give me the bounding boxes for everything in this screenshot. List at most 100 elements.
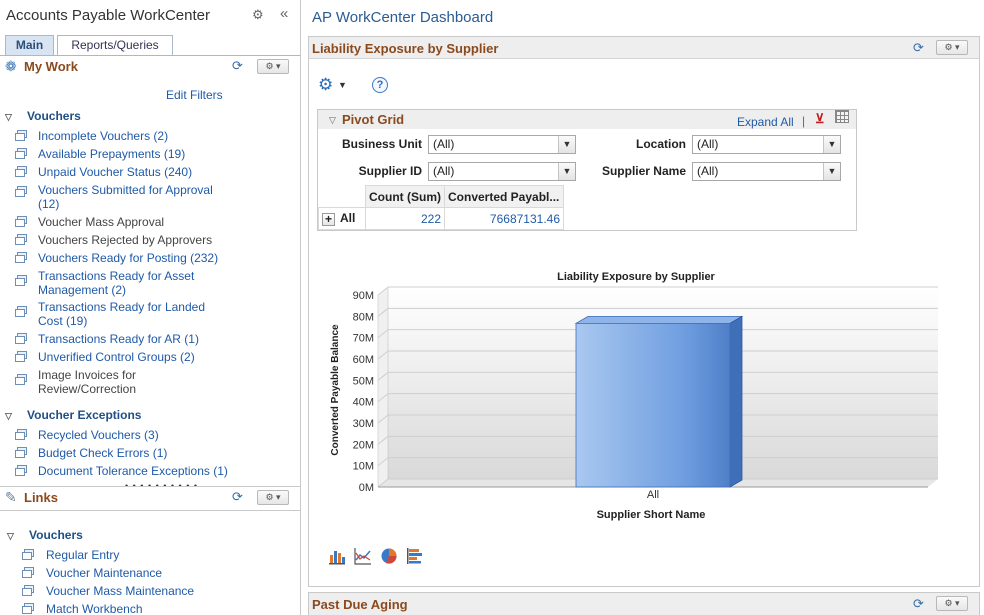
pagelet-divider xyxy=(0,486,300,487)
panel-header: Past Due Aging ⟳ ⚙ ▾ xyxy=(309,593,979,615)
links-title: Links xyxy=(24,490,58,505)
list-item[interactable]: Voucher Mass Maintenance xyxy=(46,584,195,598)
group-vouchers[interactable]: ▽ Vouchers xyxy=(5,109,81,123)
chevron-down-icon: ▼ xyxy=(558,163,575,180)
list-item[interactable]: Vouchers Submitted for Approval (12) xyxy=(38,183,213,211)
worklist-icon xyxy=(15,465,27,476)
dashboard-title: AP WorkCenter Dashboard xyxy=(312,9,494,26)
expand-all-link[interactable]: Expand All xyxy=(737,115,794,129)
list-item[interactable]: Incomplete Vouchers (2) xyxy=(38,129,169,143)
tab-underline xyxy=(0,55,300,56)
refresh-icon[interactable]: ⟳ xyxy=(232,58,243,73)
refresh-icon[interactable]: ⟳ xyxy=(913,596,924,611)
my-work-title: My Work xyxy=(24,59,78,74)
tab-main[interactable]: Main xyxy=(5,35,54,55)
list-item[interactable]: Document Tolerance Exceptions (1) xyxy=(38,464,228,478)
worklist-icon xyxy=(15,275,27,286)
list-item[interactable]: Transactions Ready for Asset Management … xyxy=(38,269,195,297)
list-item[interactable]: Unverified Control Groups (2) xyxy=(38,350,195,364)
chevron-down-icon[interactable]: ▼ xyxy=(338,80,347,90)
list-item[interactable]: Regular Entry xyxy=(46,548,120,562)
edit-filters-link[interactable]: Edit Filters xyxy=(166,88,223,102)
refresh-icon[interactable]: ⟳ xyxy=(913,40,924,55)
list-item[interactable]: Image Invoices for Review/Correction xyxy=(38,368,137,396)
list-item[interactable]: Vouchers Ready for Posting (232) xyxy=(38,251,219,265)
list-item[interactable]: Available Prepayments (19) xyxy=(38,147,186,161)
count-cell[interactable]: 222 xyxy=(365,207,445,230)
group-voucher-exceptions[interactable]: ▽ Voucher Exceptions xyxy=(5,408,142,422)
panel-header: Liability Exposure by Supplier ⟳ ⚙ ▾ xyxy=(309,37,979,59)
list-item[interactable]: Unpaid Voucher Status (240) xyxy=(38,165,193,179)
triangle-down-icon[interactable]: ▽ xyxy=(329,115,336,125)
chevron-down-icon: ▼ xyxy=(558,136,575,153)
worklist-icon xyxy=(15,351,27,362)
supplier-id-label: Supplier ID xyxy=(358,164,422,178)
pivot-header: ▽ Pivot Grid xyxy=(318,110,856,129)
refresh-icon[interactable]: ⟳ xyxy=(232,489,243,504)
pagelet-options-button[interactable]: ⚙ ▾ xyxy=(936,40,968,55)
list-item[interactable]: Transactions Ready for AR (1) xyxy=(38,332,199,346)
worklist-icon xyxy=(15,148,27,159)
supplier-id-select[interactable]: (All) ▼ xyxy=(428,162,576,181)
list-item[interactable]: Budget Check Errors (1) xyxy=(38,446,168,460)
supplier-name-select[interactable]: (All) ▼ xyxy=(692,162,841,181)
panel-title: Liability Exposure by Supplier xyxy=(312,41,499,56)
list-item[interactable]: Recycled Vouchers (3) xyxy=(38,428,159,442)
list-item[interactable]: Match Workbench xyxy=(46,602,143,615)
list-item[interactable]: Voucher Mass Approval xyxy=(38,215,165,229)
pagelet-options-button[interactable]: ⚙ ▾ xyxy=(257,59,289,74)
pagelet-options-button[interactable]: ⚙ ▾ xyxy=(936,596,968,611)
panel-title: Past Due Aging xyxy=(312,597,408,612)
worklist-icon xyxy=(15,429,27,440)
pagelet-options-button[interactable]: ⚙ ▾ xyxy=(257,490,289,505)
pivot-table: Count (Sum) Converted Payabl... + All 222… xyxy=(318,185,564,230)
grid-view-icon[interactable] xyxy=(835,110,849,123)
worklist-icon xyxy=(15,130,27,141)
link-icon xyxy=(22,585,34,596)
worklist-icon xyxy=(15,374,27,385)
triangle-down-icon: ▽ xyxy=(5,112,12,122)
expand-plus-icon[interactable]: + xyxy=(322,212,335,226)
location-label: Location xyxy=(636,137,686,151)
location-select[interactable]: (All) ▼ xyxy=(692,135,841,154)
my-work-header: ❁ My Work ⟳ ⚙ ▾ xyxy=(0,57,300,77)
left-panel: Accounts Payable WorkCenter ⚙ « Main Rep… xyxy=(0,0,301,615)
link-icon xyxy=(22,603,34,614)
gear-icon[interactable]: ⚙ xyxy=(318,75,334,94)
line-chart-icon[interactable] xyxy=(354,547,372,565)
clear-filter-icon[interactable]: ⊻ xyxy=(815,111,825,126)
gear-icon[interactable]: ⚙ xyxy=(252,7,264,22)
double-chevron-left-icon[interactable]: « xyxy=(280,5,289,22)
past-due-panel: Past Due Aging ⟳ ⚙ ▾ xyxy=(308,592,980,615)
chevron-down-icon: ▼ xyxy=(823,163,840,180)
converted-cell[interactable]: 76687131.46 xyxy=(444,207,564,230)
tab-reports-queries[interactable]: Reports/Queries xyxy=(57,35,173,55)
links-header: ✎ Links ⟳ ⚙ ▾ xyxy=(0,488,300,508)
help-icon[interactable]: ? xyxy=(372,77,388,93)
worklist-icon xyxy=(15,186,27,197)
triangle-down-icon: ▽ xyxy=(7,531,14,541)
list-item[interactable]: Vouchers Rejected by Approvers xyxy=(38,233,213,247)
worklist-icon xyxy=(15,216,27,227)
horizontal-bar-chart-icon[interactable] xyxy=(406,547,424,565)
row-header[interactable]: + All xyxy=(318,207,366,230)
worklist-icon xyxy=(15,447,27,458)
paperclip-icon: ✎ xyxy=(5,489,17,505)
table-row: + All 222 76687131.46 xyxy=(318,207,564,230)
gears-icon: ❁ xyxy=(5,58,17,74)
worklist-icon xyxy=(15,252,27,263)
list-item[interactable]: Transactions Ready for Landed Cost (19) xyxy=(38,300,205,328)
column-header[interactable]: Converted Payabl... xyxy=(444,185,564,208)
triangle-down-icon: ▽ xyxy=(5,411,12,421)
worklist-icon xyxy=(15,166,27,177)
bar-chart-icon[interactable] xyxy=(328,547,346,565)
supplier-name-label: Supplier Name xyxy=(601,164,686,178)
worklist-icon xyxy=(15,306,27,317)
group-links-vouchers[interactable]: ▽ Vouchers xyxy=(7,528,83,542)
business-unit-select[interactable]: (All) ▼ xyxy=(428,135,576,154)
column-header[interactable]: Count (Sum) xyxy=(365,185,445,208)
list-item[interactable]: Voucher Maintenance xyxy=(46,566,163,580)
pivot-title: Pivot Grid xyxy=(342,112,405,127)
pie-chart-icon[interactable] xyxy=(380,547,398,565)
